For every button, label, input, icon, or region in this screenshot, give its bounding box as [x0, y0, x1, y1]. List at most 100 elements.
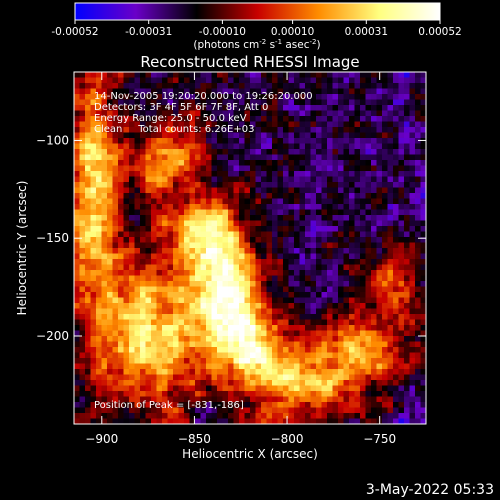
- heatmap-cell: [74, 231, 80, 238]
- heatmap-cell: [244, 110, 251, 117]
- heatmap-cell: [299, 275, 306, 282]
- heatmap-cell: [140, 88, 146, 95]
- heatmap-cell: [184, 231, 190, 238]
- heatmap-cell: [140, 110, 146, 117]
- heatmap-cell: [272, 94, 278, 100]
- heatmap-cell: [145, 182, 152, 188]
- heatmap-cell: [277, 154, 284, 161]
- heatmap-cell: [79, 138, 86, 144]
- heatmap-cell: [299, 209, 306, 216]
- heatmap-cell: [420, 231, 426, 238]
- heatmap-cell: [343, 264, 350, 271]
- heatmap-cell: [272, 341, 278, 348]
- heatmap-cell: [299, 132, 306, 139]
- heatmap-cell: [382, 154, 388, 161]
- heatmap-cell: [283, 110, 289, 117]
- heatmap-cell: [409, 352, 416, 359]
- heatmap-cell: [217, 413, 223, 419]
- heatmap-cell: [151, 187, 157, 194]
- heatmap-cell: [365, 220, 372, 227]
- heatmap-cell: [217, 209, 223, 216]
- heatmap-cell: [305, 341, 311, 348]
- heatmap-cell: [294, 215, 300, 221]
- heatmap-cell: [85, 369, 91, 375]
- heatmap-cell: [134, 88, 141, 95]
- heatmap-cell: [360, 314, 366, 320]
- heatmap-cell: [239, 281, 245, 287]
- heatmap-cell: [261, 325, 267, 331]
- heatmap-cell: [162, 121, 168, 128]
- heatmap-cell: [261, 385, 267, 392]
- heatmap-cell: [156, 358, 163, 364]
- heatmap-cell: [371, 160, 377, 166]
- heatmap-cell: [101, 402, 108, 408]
- heatmap-cell: [140, 270, 146, 276]
- heatmap-cell: [145, 127, 152, 133]
- heatmap-cell: [184, 127, 190, 133]
- heatmap-cell: [261, 143, 267, 150]
- heatmap-cell: [409, 358, 416, 364]
- heatmap-cell: [211, 149, 218, 155]
- heatmap-cell: [376, 176, 383, 183]
- heatmap-cell: [360, 319, 366, 326]
- heatmap-cell: [354, 286, 361, 293]
- heatmap-cell: [140, 407, 146, 414]
- heatmap-cell: [211, 94, 218, 100]
- heatmap-cell: [376, 88, 383, 95]
- heatmap-cell: [294, 292, 300, 298]
- heatmap-cell: [376, 110, 383, 117]
- heatmap-cell: [321, 143, 328, 150]
- heatmap-cell: [151, 281, 157, 287]
- heatmap-cell: [112, 138, 119, 144]
- heatmap-cell: [167, 198, 174, 205]
- heatmap-cell: [266, 231, 273, 238]
- heatmap-cell: [123, 110, 130, 117]
- heatmap-cell: [156, 94, 163, 100]
- heatmap-cell: [74, 88, 80, 95]
- heatmap-cell: [156, 347, 163, 353]
- heatmap-cell: [250, 110, 256, 117]
- heatmap-cell: [415, 83, 421, 89]
- heatmap-cell: [134, 319, 141, 326]
- heatmap-cell: [250, 402, 256, 408]
- heatmap-cell: [255, 264, 262, 271]
- heatmap-cell: [239, 83, 245, 89]
- heatmap-cell: [404, 319, 410, 326]
- heatmap-cell: [283, 209, 289, 216]
- heatmap-cell: [222, 407, 229, 414]
- heatmap-cell: [74, 132, 80, 139]
- heatmap-cell: [178, 215, 185, 221]
- heatmap-cell: [96, 248, 102, 254]
- heatmap-cell: [151, 149, 157, 155]
- heatmap-cell: [74, 237, 80, 243]
- heatmap-cell: [211, 363, 218, 370]
- heatmap-cell: [382, 341, 388, 348]
- heatmap-cell: [90, 253, 97, 260]
- heatmap-cell: [283, 358, 289, 364]
- heatmap-cell: [156, 204, 163, 210]
- heatmap-cell: [140, 248, 146, 254]
- heatmap-cell: [112, 391, 119, 397]
- heatmap-cell: [189, 149, 196, 155]
- heatmap-cell: [321, 99, 328, 106]
- heatmap-cell: [239, 297, 245, 304]
- heatmap-cell: [404, 281, 410, 287]
- heatmap-cell: [200, 154, 207, 161]
- heatmap-cell: [112, 83, 119, 89]
- heatmap-cell: [332, 325, 339, 331]
- heatmap-cell: [376, 270, 383, 276]
- heatmap-cell: [195, 363, 201, 370]
- heatmap-cell: [167, 132, 174, 139]
- heatmap-cell: [261, 281, 267, 287]
- heatmap-cell: [112, 187, 119, 194]
- heatmap-cell: [393, 259, 399, 265]
- heatmap-cell: [96, 358, 102, 364]
- annotation-total-counts: Clean Total counts: 6.26E+03: [94, 124, 254, 135]
- heatmap-cell: [239, 385, 245, 392]
- heatmap-cell: [96, 402, 102, 408]
- heatmap-cell: [79, 77, 86, 84]
- heatmap-cell: [360, 171, 366, 177]
- heatmap-cell: [420, 264, 426, 271]
- heatmap-cell: [404, 110, 410, 117]
- heatmap-cell: [211, 352, 218, 359]
